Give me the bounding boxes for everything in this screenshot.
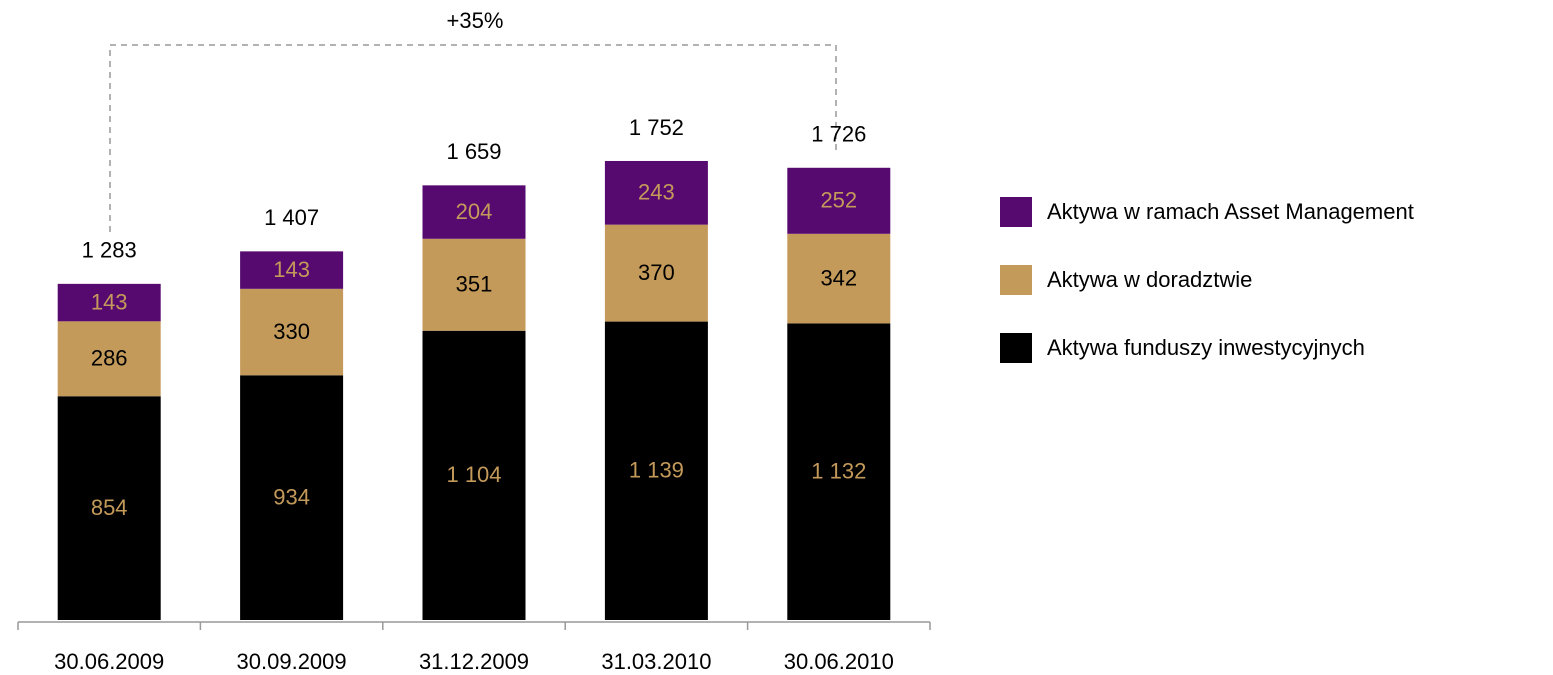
bar-segment	[604, 321, 708, 620]
x-tick-label: 30.06.2010	[784, 649, 894, 674]
legend-label: Aktywa funduszy inwestycyjnych	[1047, 335, 1365, 360]
growth-bracket	[109, 44, 837, 232]
bar-segment	[422, 330, 526, 620]
total-label: 1 283	[82, 238, 137, 263]
segment-label: 934	[273, 484, 310, 509]
total-label: 1 659	[446, 139, 501, 164]
bar-segment	[787, 167, 891, 234]
x-tick-label: 31.03.2010	[601, 649, 711, 674]
legend-swatch	[1000, 333, 1032, 363]
legend-label: Aktywa w doradztwie	[1047, 267, 1252, 292]
bar-segment	[57, 283, 161, 322]
legend-label: Aktywa w ramach Asset Management	[1047, 199, 1414, 224]
bar-segment	[604, 224, 708, 322]
legend-swatch	[1000, 265, 1032, 295]
total-label: 1 407	[264, 205, 319, 230]
segment-label: 1 104	[446, 462, 501, 487]
x-tick-label: 30.09.2009	[237, 649, 347, 674]
bar-segment	[57, 321, 161, 397]
total-label: 1 726	[811, 122, 866, 147]
bar-segment	[240, 288, 344, 376]
segment-label: 370	[638, 260, 675, 285]
x-tick-label: 30.06.2009	[54, 649, 164, 674]
x-tick-label: 31.12.2009	[419, 649, 529, 674]
bar-segment	[604, 160, 708, 225]
segment-label: 252	[820, 188, 857, 213]
bar-segment	[422, 185, 526, 239]
segment-label: 204	[456, 199, 493, 224]
segment-label: 330	[273, 319, 310, 344]
segment-label: 243	[638, 180, 675, 205]
segment-label: 1 132	[811, 459, 866, 484]
segment-label: 143	[91, 289, 128, 314]
total-label: 1 752	[629, 115, 684, 140]
segment-label: 854	[91, 495, 128, 520]
bar-segment	[422, 238, 526, 331]
bar-segment	[240, 375, 344, 620]
bar-segment	[787, 323, 891, 620]
bar-segment	[787, 233, 891, 324]
segment-label: 286	[91, 346, 128, 371]
bar-segment	[240, 251, 344, 289]
legend-swatch	[1000, 197, 1032, 227]
segment-label: 342	[820, 265, 857, 290]
bar-segment	[57, 396, 161, 620]
segment-label: 351	[456, 272, 493, 297]
segment-label: 143	[273, 257, 310, 282]
segment-label: 1 139	[629, 458, 684, 483]
growth-annotation: +35%	[447, 8, 504, 33]
